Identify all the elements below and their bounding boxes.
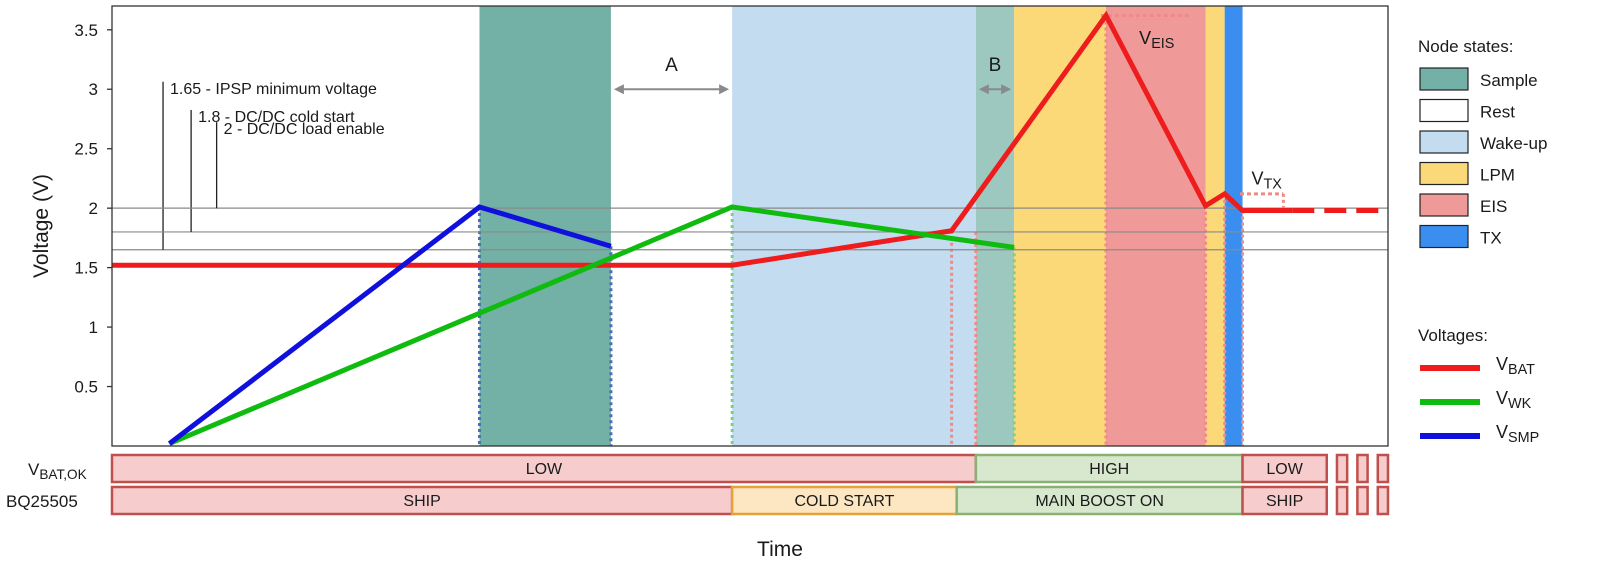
legend-states-title: Node states:: [1418, 37, 1513, 56]
legend-voltage-label: VSMP: [1496, 422, 1539, 446]
threshold-label: 1.8 - DC/DC cold start: [198, 109, 355, 126]
state-bar-text: HIGH: [1089, 461, 1129, 478]
state-bar-segment: [955, 485, 1244, 516]
series-line-vbat: [112, 10, 1293, 268]
series-line-vwk: [168, 204, 1015, 446]
legend-state-label: LPM: [1480, 166, 1515, 185]
state-bar-text: LOW: [526, 461, 563, 478]
state-bar-label: VBAT,OK: [28, 460, 87, 482]
y-axis-title: Voltage (V): [30, 174, 53, 278]
legend-state-label: TX: [1480, 229, 1502, 248]
state-region-lpm: [1205, 6, 1225, 446]
legend-swatch: [1419, 161, 1469, 186]
state-region-tx: [1224, 6, 1243, 446]
voltage-annotation: VTX: [1251, 168, 1282, 192]
legend-swatch: [1419, 224, 1469, 249]
y-tick-label: 0.5: [74, 378, 98, 397]
threshold-label: 2 - DC/DC load enable: [224, 121, 385, 138]
y-tick-label: 1.5: [74, 259, 98, 278]
state-bar-text: MAIN BOOST ON: [1035, 493, 1164, 510]
state-bar-text: COLD START: [794, 493, 894, 510]
state-bar-segment: [1335, 453, 1349, 484]
state-bar-segment: [730, 485, 958, 516]
interval-label: B: [989, 55, 1002, 76]
state-region-eis: [1106, 6, 1206, 446]
state-bar-segment: [1241, 453, 1329, 484]
legend-state-label: Rest: [1480, 103, 1515, 122]
legend-state-label: EIS: [1480, 197, 1507, 216]
legend-voltages-title: Voltages:: [1418, 326, 1488, 345]
state-bar-segment: [1335, 485, 1349, 516]
legend-voltage-label: VBAT: [1496, 354, 1535, 378]
legend-swatch: [1419, 67, 1469, 91]
x-axis-title: Time: [757, 538, 803, 561]
legend-swatch: [1419, 193, 1469, 217]
state-bar-segment: [1356, 453, 1369, 484]
state-bar-text: SHIP: [403, 493, 440, 510]
interval-arrowhead: [613, 84, 624, 95]
interval-arrowhead: [978, 84, 989, 95]
state-bar-segment: [110, 485, 734, 516]
interval-arrowhead: [1001, 84, 1012, 95]
y-tick-label: 2.5: [74, 140, 98, 159]
state-bar-segment: [1376, 453, 1390, 484]
y-tick-label: 1: [89, 318, 98, 337]
legend-voltage-label: VWK: [1496, 388, 1532, 412]
legend-swatch: [1419, 98, 1469, 123]
state-region-lpm: [1014, 6, 1107, 446]
state-bar-text: LOW: [1266, 461, 1303, 478]
interval-arrowhead: [719, 84, 730, 95]
state-region-sample: [975, 6, 1015, 446]
plot-frame: [111, 5, 1389, 447]
legend-swatch: [1419, 130, 1469, 154]
state-bar-text: SHIP: [1266, 493, 1303, 510]
state-bar-segment: [1241, 485, 1329, 516]
state-bar-segment: [1376, 485, 1390, 516]
series-line-vsmp: [167, 204, 612, 446]
legend-state-label: Sample: [1480, 71, 1538, 90]
state-bar-segment: [110, 453, 978, 484]
y-tick-label: 3.5: [74, 21, 98, 40]
interval-label: A: [665, 55, 678, 76]
y-tick-label: 2: [89, 199, 98, 218]
threshold-label: 1.65 - IPSP minimum voltage: [170, 81, 377, 98]
legend-state-label: Wake-up: [1480, 134, 1547, 153]
state-bar-label: BQ25505: [6, 492, 78, 511]
state-bar-segment: [1356, 485, 1369, 516]
voltage-annotation: VEIS: [1139, 28, 1174, 52]
y-tick-label: 3: [89, 80, 98, 99]
